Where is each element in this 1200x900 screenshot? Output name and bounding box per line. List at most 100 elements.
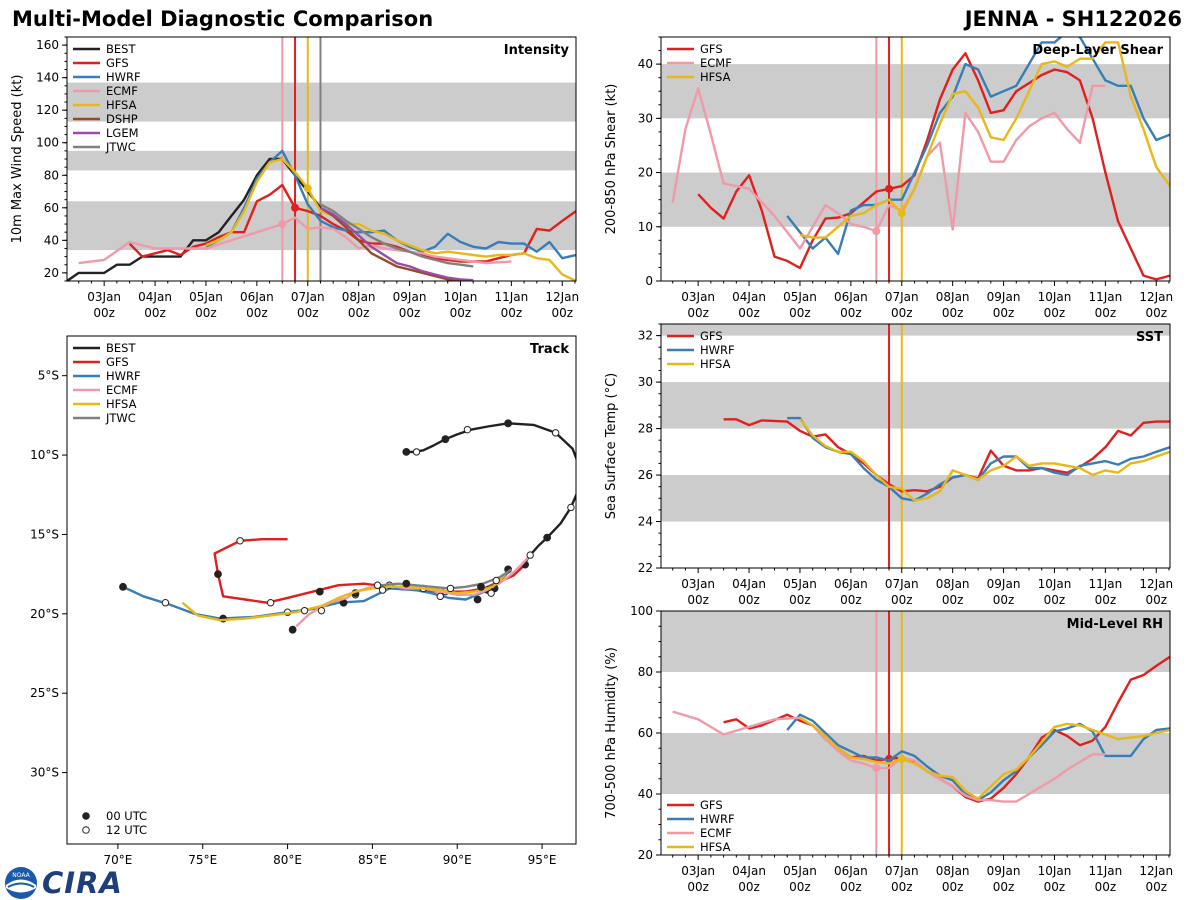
legend-label-gfs: GFS	[700, 42, 723, 56]
y-tick-label: 30	[638, 375, 653, 389]
series-line-hfsa	[205, 157, 576, 281]
series-marker-hfsa	[897, 754, 906, 763]
x-tick-day: 12Jan	[1139, 864, 1173, 878]
x-tick-day: 11Jan	[494, 290, 528, 304]
track-point-12utc	[492, 576, 500, 585]
track-point-12utc	[378, 586, 387, 594]
track-point-12utc	[300, 606, 309, 615]
legend-label-hfsa: HFSA	[700, 357, 731, 371]
plot-area-rh	[661, 611, 1170, 855]
x-tick-hour: 00z	[551, 306, 573, 320]
series-line-hfsa	[799, 418, 1170, 502]
x-tick-day: 03Jan	[87, 290, 121, 304]
x-tick-day: 06Jan	[834, 290, 868, 304]
x-tick-hour: 00z	[1044, 880, 1066, 894]
panel-title: Track	[530, 342, 569, 357]
y-tick-label: 40	[638, 787, 653, 801]
panel-title: SST	[1136, 330, 1163, 345]
track-point-12utc	[373, 581, 382, 589]
track-point-00utc	[473, 595, 482, 604]
y-tick-label: 15°S	[30, 527, 59, 541]
series-line-lgem	[319, 206, 474, 281]
y-axis-label: 200-850 hPa Shear (kt)	[604, 84, 619, 235]
x-tick-hour: 00z	[1145, 880, 1167, 894]
panel-title: Deep-Layer Shear	[1032, 43, 1163, 58]
x-tick-hour: 00z	[993, 593, 1015, 607]
track-point-12utc	[446, 584, 455, 593]
y-tick-label: 0	[645, 274, 653, 288]
x-tick-day: 06Jan	[240, 290, 274, 304]
threshold-band	[661, 64, 1170, 119]
series-line-hfsa	[799, 716, 1170, 800]
x-tick-label: 80°E	[273, 853, 302, 867]
y-tick-label: 32	[638, 329, 653, 343]
x-tick-hour: 00z	[450, 306, 472, 320]
x-tick-label: 75°E	[188, 853, 217, 867]
panel-shear: Deep-Layer Shear 0 10 20 30 40 200-850 hPa She…	[604, 36, 1173, 320]
x-tick-day: 03Jan	[681, 864, 715, 878]
x-tick-day: 05Jan	[189, 290, 223, 304]
x-tick-day: 12Jan	[1139, 290, 1173, 304]
threshold-band	[661, 172, 1170, 227]
y-tick-label: 160	[36, 38, 59, 52]
y-tick-label: 80	[44, 168, 59, 182]
x-tick-day: 08Jan	[936, 864, 970, 878]
y-axis-label: Sea Surface Temp (°C)	[604, 373, 619, 520]
track-point-12utc	[436, 592, 444, 601]
track-point-12utc	[551, 429, 560, 437]
series-line-hwrf	[786, 37, 1170, 256]
x-tick-day: 03Jan	[681, 290, 715, 304]
x-tick-hour: 00z	[399, 306, 421, 320]
legend-label-ecmf: ECMF	[700, 56, 732, 70]
threshold-band	[67, 82, 576, 122]
x-tick-label: 95°E	[528, 853, 557, 867]
x-tick-hour: 00z	[840, 306, 862, 320]
plot-area-intensity	[67, 37, 576, 281]
x-tick-day: 08Jan	[342, 290, 376, 304]
x-tick-hour: 00z	[1095, 880, 1117, 894]
legend-label-utc: 12 UTC	[106, 823, 147, 837]
y-tick-label: 5°S	[38, 369, 59, 383]
threshold-band	[661, 475, 1170, 522]
panel-rh: Mid-Level RH 20 40 60 80 100 700-500 hPa Humid…	[604, 604, 1173, 894]
x-tick-hour: 00z	[789, 593, 811, 607]
legend-label-utc: 00 UTC	[106, 809, 147, 823]
panel-title: Intensity	[504, 43, 570, 58]
plot-area-track	[119, 419, 585, 634]
series-line-ecmf	[672, 710, 1106, 803]
x-tick-hour: 00z	[840, 880, 862, 894]
track-point-12utc	[412, 448, 421, 456]
x-tick-day: 09Jan	[987, 577, 1021, 591]
threshold-band	[661, 611, 1170, 672]
x-tick-label: 90°E	[443, 853, 472, 867]
legend-label-hfsa: HFSA	[106, 98, 137, 112]
x-tick-day: 03Jan	[681, 577, 715, 591]
x-tick-day: 04Jan	[732, 864, 766, 878]
x-tick-day: 07Jan	[885, 864, 919, 878]
panel-title: Mid-Level RH	[1067, 617, 1163, 632]
y-axis-label: 700-500 hPa Humidity (%)	[604, 647, 619, 819]
track-point-00utc	[578, 468, 585, 475]
legend-label-lgem: LGEM	[106, 126, 139, 140]
legend-label-ecmf: ECMF	[700, 826, 732, 840]
x-tick-hour: 00z	[891, 880, 913, 894]
legend-label-gfs: GFS	[700, 329, 723, 343]
series-line-gfs	[697, 52, 1170, 281]
y-axis-label: 10m Max Wind Speed (kt)	[10, 75, 25, 244]
series-marker-hfsa	[897, 209, 906, 218]
x-tick-day: 06Jan	[834, 864, 868, 878]
y-tick-label: 40	[44, 233, 59, 247]
main-title: Multi-Model Diagnostic Comparison	[12, 7, 434, 31]
legend-label-hfsa: HFSA	[700, 840, 731, 854]
series-line-ecmf	[78, 216, 512, 265]
track-point-00utc	[288, 625, 297, 634]
x-tick-hour: 00z	[297, 306, 319, 320]
x-tick-day: 04Jan	[732, 577, 766, 591]
series-marker-ecmf	[278, 220, 287, 229]
legend-label-hwrf: HWRF	[106, 369, 141, 383]
legend-label-jtwc: JTWC	[105, 140, 136, 154]
y-tick-label: 10	[638, 220, 653, 234]
series-line-hfsa	[181, 567, 511, 622]
y-tick-label: 20	[638, 848, 653, 862]
x-tick-day: 11Jan	[1088, 577, 1122, 591]
